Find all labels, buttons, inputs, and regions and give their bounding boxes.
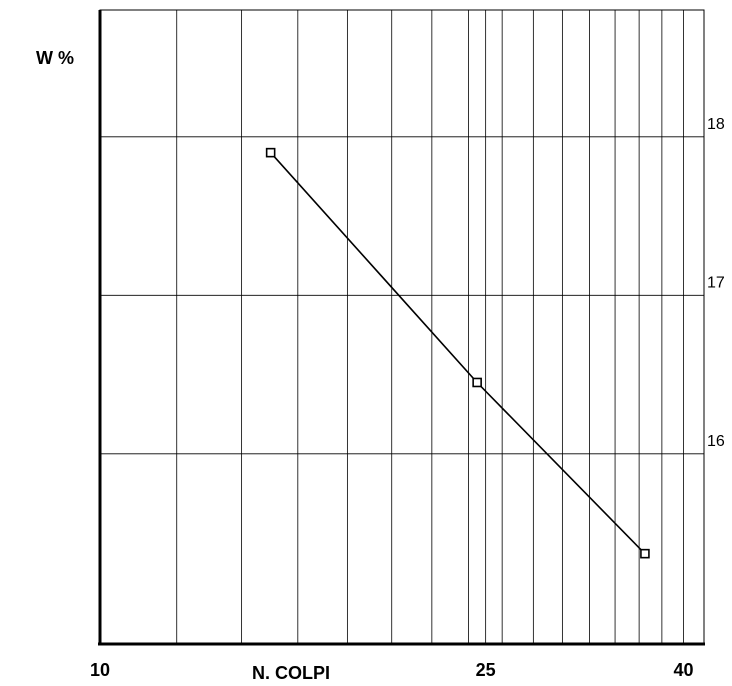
y-axis-label: W % <box>36 48 74 68</box>
x-tick-label: 40 <box>673 660 693 680</box>
x-tick-label: 25 <box>476 660 496 680</box>
y-tick-label: 18 <box>707 116 725 133</box>
y-gridlines <box>100 136 704 455</box>
x-axis-label: N. COLPI <box>252 663 330 683</box>
y-tick-label: 17 <box>707 274 725 291</box>
series-line <box>270 152 646 555</box>
y-tick-labels: 16 17 18 <box>707 116 725 450</box>
data-points <box>265 147 650 559</box>
data-point <box>640 548 650 559</box>
y-tick-label: 16 <box>707 433 725 450</box>
plot-frame <box>99 9 705 645</box>
data-point <box>472 377 482 388</box>
data-point <box>265 147 276 158</box>
series-lines <box>270 152 646 555</box>
x-tick-labels: 10 25 40 <box>90 660 693 680</box>
x-tick-label: 10 <box>90 660 110 680</box>
x-gridlines <box>99 10 684 644</box>
